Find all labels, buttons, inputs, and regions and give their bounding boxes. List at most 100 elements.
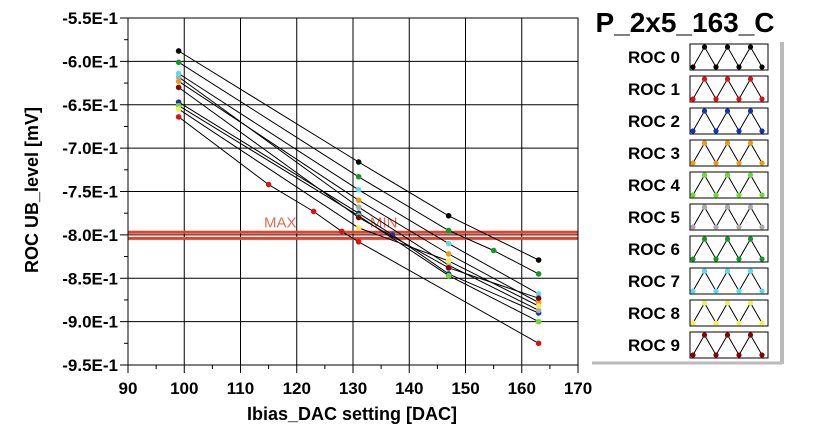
y-axis-label: ROC UB_level [mV]: [22, 107, 42, 273]
chart-title: P_2x5_163_C: [595, 7, 774, 38]
data-point: [355, 225, 362, 231]
legend-swatch-marker: [759, 224, 765, 230]
legend-label: ROC 1: [628, 80, 680, 99]
series-roc-9: [175, 84, 542, 302]
legend-swatch-marker: [713, 128, 719, 134]
x-tick-label: 170: [564, 379, 592, 398]
legend-swatch: [689, 139, 769, 167]
data-point: [445, 227, 452, 234]
y-tick-label: -6.5E-1: [62, 96, 118, 115]
legend-swatch-marker: [701, 172, 708, 178]
data-point: [535, 291, 542, 297]
data-point: [355, 173, 362, 180]
legend-swatch-marker: [747, 76, 754, 82]
legend-swatch-marker: [759, 64, 765, 70]
series-roc-3: [175, 78, 542, 306]
y-tick-label: -5.5E-1: [62, 9, 118, 28]
legend-swatch-marker: [736, 224, 742, 230]
legend-swatch-marker: [701, 140, 708, 146]
y-tick-label: -6.0E-1: [62, 52, 118, 71]
data-point: [355, 186, 362, 193]
legend-label: ROC 5: [628, 208, 680, 227]
series-roc-6: [175, 59, 542, 277]
x-tick-label: 100: [170, 379, 198, 398]
legend-swatch-marker: [759, 288, 765, 294]
legend-swatch-marker: [724, 332, 731, 338]
legend-swatch-marker: [724, 140, 731, 146]
x-tick-label: 160: [508, 379, 536, 398]
legend-swatch-marker: [747, 332, 754, 338]
legend-swatch-marker: [724, 268, 731, 274]
legend-swatch-marker: [690, 160, 696, 166]
legend-swatch-marker: [713, 256, 719, 262]
data-point: [535, 303, 542, 309]
legend-swatch-marker: [736, 64, 742, 70]
data-point: [445, 265, 452, 271]
legend-swatch-marker: [724, 76, 731, 82]
legend-swatch-marker: [759, 160, 765, 166]
data-point: [310, 208, 317, 215]
legend-swatch-marker: [690, 256, 696, 262]
legend-swatch-marker: [724, 300, 731, 306]
legend-swatch-marker: [690, 352, 696, 358]
legend-swatch-marker: [713, 192, 719, 198]
legend-swatch: [689, 203, 769, 231]
legend-swatch-marker: [724, 236, 731, 242]
legend-swatch-marker: [747, 44, 754, 50]
data-point: [265, 181, 272, 188]
x-tick-label: 130: [339, 379, 367, 398]
series-line: [178, 116, 539, 344]
legend-swatch-marker: [759, 96, 765, 102]
legend-swatch-marker: [724, 204, 731, 210]
legend-swatch-marker: [736, 192, 742, 198]
legend-swatch-marker: [747, 204, 754, 210]
series-group: [175, 48, 542, 347]
series-line: [178, 80, 539, 303]
legend-swatch-marker: [736, 320, 742, 326]
legend-swatch-marker: [690, 288, 696, 294]
x-tick-label: 110: [227, 379, 254, 398]
legend-swatch-marker: [736, 352, 742, 358]
legend-swatch-marker: [713, 96, 719, 102]
data-point: [535, 271, 542, 277]
series-roc-1: [175, 114, 542, 347]
x-tick-label: 120: [283, 379, 311, 398]
data-point: [175, 106, 182, 112]
data-point: [338, 228, 345, 235]
series-line: [178, 50, 539, 261]
legend: ROC 0 ROC 1 ROC 2 ROC 3 ROC 4 ROC 5 ROC 6 ROC 7…: [590, 40, 784, 365]
data-point: [355, 214, 362, 221]
legend-swatch-marker: [690, 96, 696, 102]
legend-label: ROC 6: [628, 240, 680, 259]
legend-swatch-marker: [759, 256, 765, 262]
legend-label: ROC 9: [628, 336, 680, 355]
data-point: [445, 251, 452, 257]
legend-swatch: [689, 75, 769, 103]
x-tick-label: 140: [395, 379, 423, 398]
y-tick-label: -7.0E-1: [62, 139, 118, 158]
legend-swatch: [689, 43, 769, 71]
legend-swatch-marker: [747, 108, 754, 114]
data-point: [355, 204, 362, 210]
legend-swatch-marker: [701, 76, 708, 82]
legend-swatch-marker: [759, 352, 765, 358]
legend-swatch: [689, 171, 769, 199]
data-point: [535, 340, 542, 347]
data-point: [445, 212, 452, 219]
legend-swatch-marker: [701, 332, 708, 338]
series-line: [178, 105, 539, 323]
legend-swatch-marker: [747, 140, 754, 146]
data-point: [535, 257, 542, 263]
series-line: [178, 76, 539, 311]
series-line: [178, 86, 539, 299]
legend-swatch-marker: [736, 256, 742, 262]
data-point: [175, 114, 182, 120]
data-point: [175, 59, 182, 66]
legend-swatch-marker: [701, 300, 708, 306]
legend-swatch-marker: [713, 352, 719, 358]
legend-swatch-marker: [747, 236, 754, 242]
legend-swatch-marker: [747, 300, 754, 306]
y-tick-label: -9.0E-1: [62, 313, 118, 332]
legend-label: ROC 8: [628, 304, 680, 323]
